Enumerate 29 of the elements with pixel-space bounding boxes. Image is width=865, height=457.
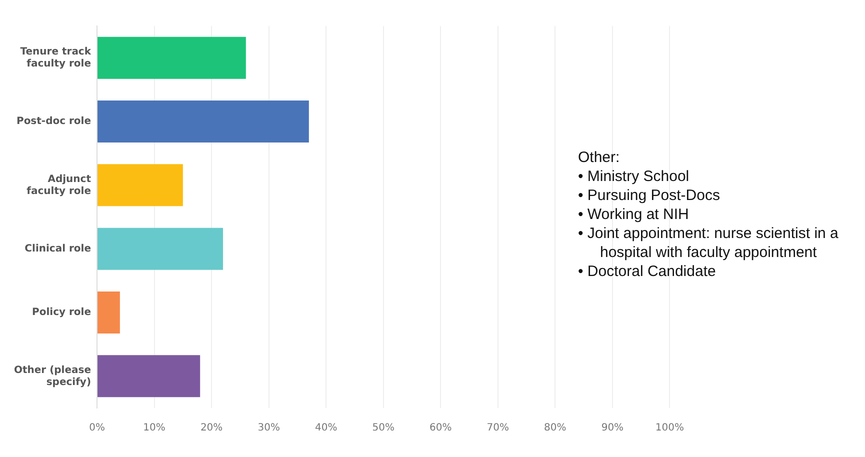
annotation: • Joint appointment: nurse scientist in a hospital with faculty appointment [578,224,840,262]
annotation: • Ministry School [578,167,690,186]
y-tick-label: Post-doc role [16,116,92,128]
x-tick-label: 60% [430,422,452,434]
x-tick-label: 90% [601,422,624,434]
bar [98,164,183,206]
annotation: • Pursuing Post-Docs [578,186,721,205]
bar [98,291,120,334]
x-tick-label: 40% [314,422,338,434]
annotation: • Doctoral Candidate [578,262,717,281]
x-tick-label: 50% [372,422,394,434]
x-tick-label: 20% [200,422,223,434]
bar [98,355,200,398]
x-tick-label: 10% [143,422,166,434]
bar [98,228,224,270]
bar [98,36,246,79]
x-tick-label: 0% [89,422,105,434]
annotation: • Working at NIH [578,205,690,224]
y-tick-label: Other (please specify) [14,364,92,388]
x-tick-label: 30% [258,422,280,434]
x-tick-label: 70% [486,422,510,434]
bar [98,100,309,143]
y-tick-label: Policy role [32,307,92,318]
y-tick-label: Adjunct faculty role [26,174,92,197]
x-tick-label: 80% [544,422,566,434]
y-tick-label: Tenure track faculty role [20,46,92,70]
y-tick-label: Clinical role [24,243,92,254]
x-tick-label: 100% [655,422,684,434]
annotation: Other: [578,148,621,167]
